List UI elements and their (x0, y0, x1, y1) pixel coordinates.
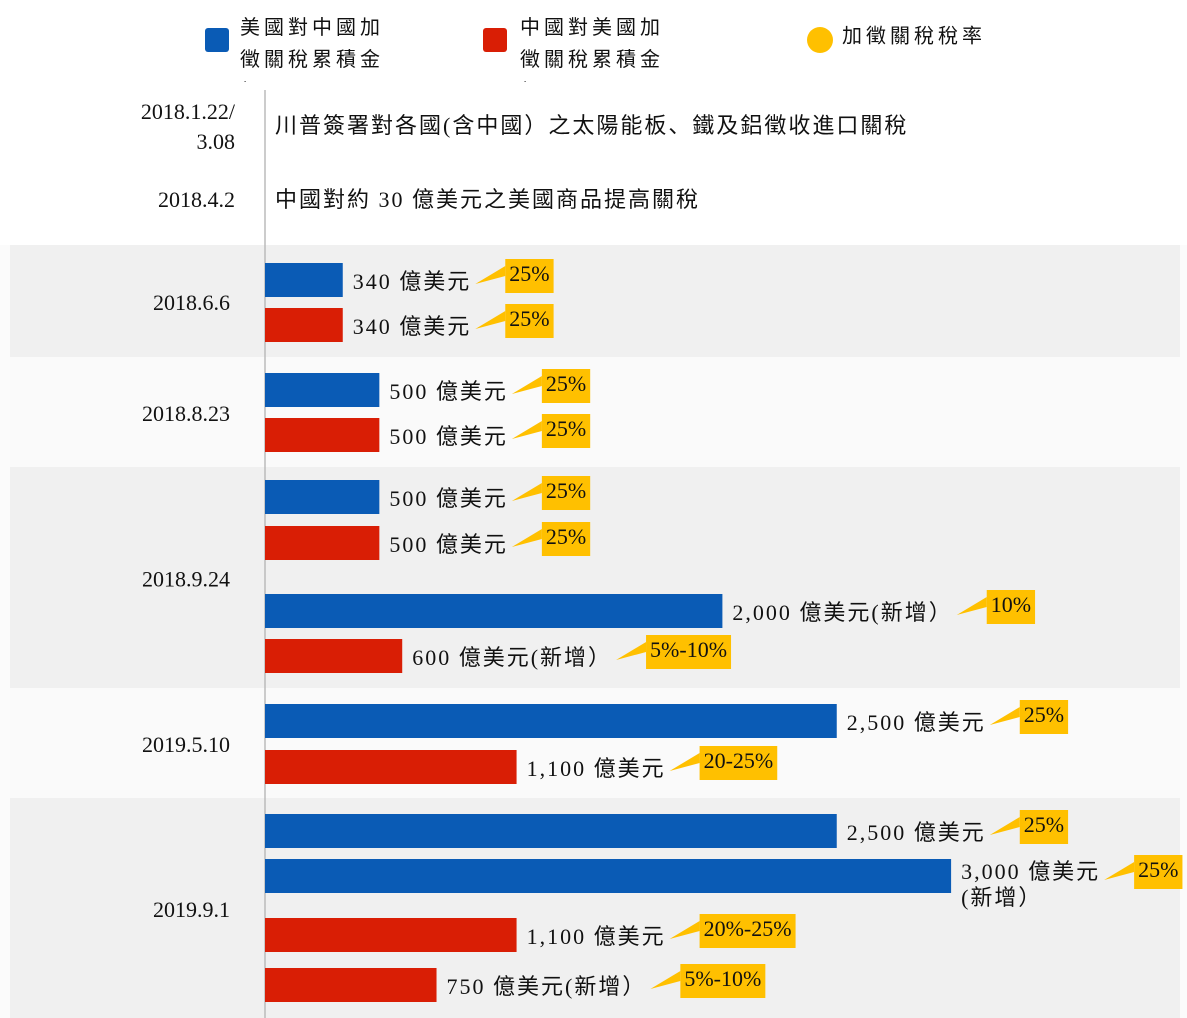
row-band (10, 467, 1180, 688)
rate-tag (1019, 700, 1069, 734)
legend-swatch (807, 27, 833, 53)
value-label: (新增） (961, 885, 1042, 910)
bar (265, 526, 380, 560)
rate-tag (541, 476, 591, 510)
rate-label: 10% (991, 592, 1031, 617)
rate-pointer (956, 597, 987, 615)
group-date: 2018.8.23 (142, 401, 230, 426)
rate-pointer (669, 753, 700, 771)
rate-pointer (475, 266, 506, 284)
rate-label: 25% (546, 478, 586, 503)
value-label: 1,100 億美元 (527, 924, 666, 949)
rate-label: 25% (1024, 702, 1064, 727)
bar (265, 968, 437, 1002)
bar (265, 704, 837, 738)
rate-label: 25% (1138, 857, 1178, 882)
rate-tag (986, 590, 1036, 624)
bar (265, 373, 380, 407)
rate-pointer (1104, 862, 1135, 880)
rate-pointer (616, 642, 647, 660)
bar (265, 308, 343, 342)
header-band (0, 0, 1187, 245)
rate-tag (680, 964, 766, 998)
rate-label: 5%-10% (650, 637, 727, 662)
value-label: 2,500 億美元 (847, 820, 986, 845)
rate-label: 5%-10% (684, 966, 761, 991)
bar (265, 639, 403, 673)
bar (265, 418, 380, 452)
value-label: 1,100 億美元 (527, 756, 666, 781)
value-label: 500 億美元 (389, 424, 508, 449)
value-label: 750 億美元(新增） (447, 974, 647, 999)
value-label: 500 億美元 (389, 532, 508, 557)
group-date: 2019.5.10 (142, 732, 230, 757)
rate-tag (541, 414, 591, 448)
legend-label: 加徵關稅稅率 (842, 25, 986, 48)
legend-label-box: 美國對中國加徵關稅累積金額 (240, 17, 384, 82)
group-date: 2019.9.1 (153, 897, 230, 922)
rate-pointer (511, 376, 542, 394)
rate-tag (505, 304, 554, 338)
legend-swatch (483, 28, 507, 52)
rate-pointer (475, 311, 506, 329)
event-text: 中國對約 30 億美元之美國商品提高關稅 (275, 187, 700, 212)
rate-tag (1019, 810, 1069, 844)
rate-label: 25% (546, 371, 586, 396)
rate-tag (541, 522, 591, 556)
bar (265, 859, 952, 893)
legend-label: 美國對中國加徵關稅累積金額 (240, 17, 384, 82)
rate-tag (1134, 855, 1183, 889)
rate-tag (699, 914, 796, 948)
value-label: 600 億美元(新增） (412, 645, 612, 670)
value-label: 500 億美元 (389, 486, 508, 511)
rate-label: 25% (509, 306, 549, 331)
rate-tag (505, 259, 554, 293)
group-date: 2018.9.24 (142, 567, 230, 592)
rate-pointer (511, 421, 542, 439)
rate-tag (541, 369, 591, 403)
rate-label: 25% (509, 261, 549, 286)
row-band (10, 245, 1180, 357)
bar (265, 594, 723, 628)
rate-tag (646, 635, 732, 669)
event-date: 3.08 (197, 129, 236, 154)
value-label: 500 億美元 (389, 379, 508, 404)
rate-tag (699, 746, 778, 780)
bar (265, 814, 837, 848)
event-date: 2018.1.22/ (141, 99, 236, 124)
value-label: 2,500 億美元 (847, 710, 986, 735)
rate-pointer (989, 817, 1020, 835)
rate-pointer (511, 529, 542, 547)
rate-pointer (650, 971, 681, 989)
group-date: 2018.6.6 (153, 290, 230, 315)
rate-label: 25% (546, 416, 586, 441)
rate-pointer (989, 707, 1020, 725)
rate-pointer (511, 483, 542, 501)
bar (265, 918, 517, 952)
rate-label: 20%-25% (704, 916, 792, 941)
rate-label: 20-25% (704, 748, 774, 773)
event-date: 2018.4.2 (158, 187, 235, 212)
rate-label: 25% (546, 524, 586, 549)
value-label: 2,000 億美元(新增） (732, 600, 952, 625)
legend-label: 中國對美國加徵關稅累積金額 (520, 17, 664, 82)
bar (265, 750, 517, 784)
value-label: 340 億美元 (353, 269, 472, 294)
bar (265, 263, 343, 297)
rate-pointer (669, 921, 700, 939)
event-text: 川普簽署對各國(含中國）之太陽能板、鐵及鋁徵收進口關稅 (275, 113, 908, 138)
value-label: 340 億美元 (353, 314, 472, 339)
legend-swatch (205, 28, 229, 52)
legend-label-box: 中國對美國加徵關稅累積金額 (520, 17, 664, 82)
value-label: 3,000 億美元 (961, 859, 1100, 884)
rate-label: 25% (1024, 812, 1064, 837)
bar (265, 480, 380, 514)
row-band (10, 357, 1180, 467)
